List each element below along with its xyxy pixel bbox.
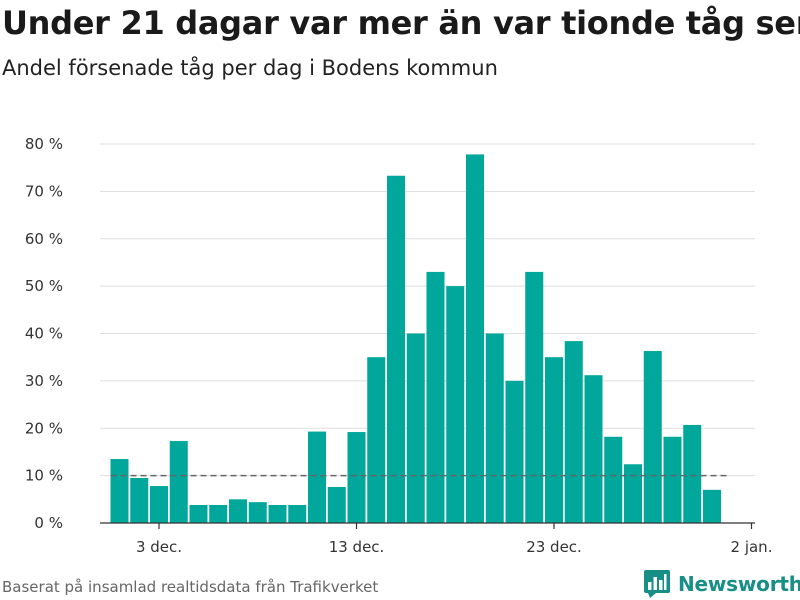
y-tick-label: 80 %	[25, 135, 63, 153]
bar-chart-speech-icon	[644, 570, 670, 598]
chart-subtitle: Andel försenade tåg per dag i Bodens kom…	[2, 56, 498, 80]
bar	[209, 504, 228, 523]
bar	[663, 436, 682, 523]
bar	[466, 154, 484, 524]
x-tick-label: 3 dec.	[136, 538, 182, 556]
bar	[703, 489, 721, 523]
bar	[268, 504, 287, 523]
bars	[110, 154, 721, 524]
bar	[110, 459, 129, 523]
bar	[525, 271, 544, 523]
y-tick-label: 40 %	[25, 325, 63, 343]
y-tick-label: 60 %	[25, 230, 63, 248]
bar	[229, 499, 247, 523]
bar	[189, 504, 208, 523]
bar	[406, 333, 425, 523]
bar	[308, 431, 326, 523]
bar	[446, 286, 465, 523]
bar	[347, 432, 366, 523]
source-note: Baserat på insamlad realtidsdata från Tr…	[2, 578, 379, 596]
bar	[545, 357, 563, 523]
chart-title: Under 21 dagar var mer än var tionde tåg…	[2, 4, 800, 42]
bar	[564, 341, 583, 523]
bar	[327, 486, 346, 523]
x-tick-label: 13 dec.	[329, 538, 385, 556]
bar	[387, 175, 405, 523]
y-tick-label: 50 %	[25, 277, 63, 295]
bar	[150, 486, 168, 523]
newsworthy-logo: Newsworthy	[644, 570, 800, 598]
y-tick-label: 70 %	[25, 182, 63, 200]
bar	[683, 424, 702, 523]
y-tick-label: 30 %	[25, 372, 63, 390]
bar	[288, 504, 307, 523]
bar	[624, 464, 642, 523]
bar	[584, 375, 603, 523]
bar	[169, 441, 188, 523]
y-tick-label: 10 %	[25, 467, 63, 485]
axes: 0 % 10 % 20 % 30 % 40 % 50 % 60 % 70 % 80 % 3 dec…	[25, 135, 773, 556]
x-tick-label: 23 dec.	[526, 538, 582, 556]
brand-name: Newsworthy	[678, 572, 800, 596]
bar	[248, 502, 267, 523]
y-tick-label: 0 %	[34, 514, 63, 532]
bar	[643, 351, 662, 523]
bar	[426, 271, 445, 523]
bar	[130, 477, 149, 523]
x-tick-label: 2 jan.	[731, 538, 773, 556]
y-tick-label: 20 %	[25, 419, 63, 437]
bar	[367, 357, 386, 523]
bar	[485, 333, 504, 523]
bar	[505, 380, 524, 523]
bar	[604, 436, 623, 523]
